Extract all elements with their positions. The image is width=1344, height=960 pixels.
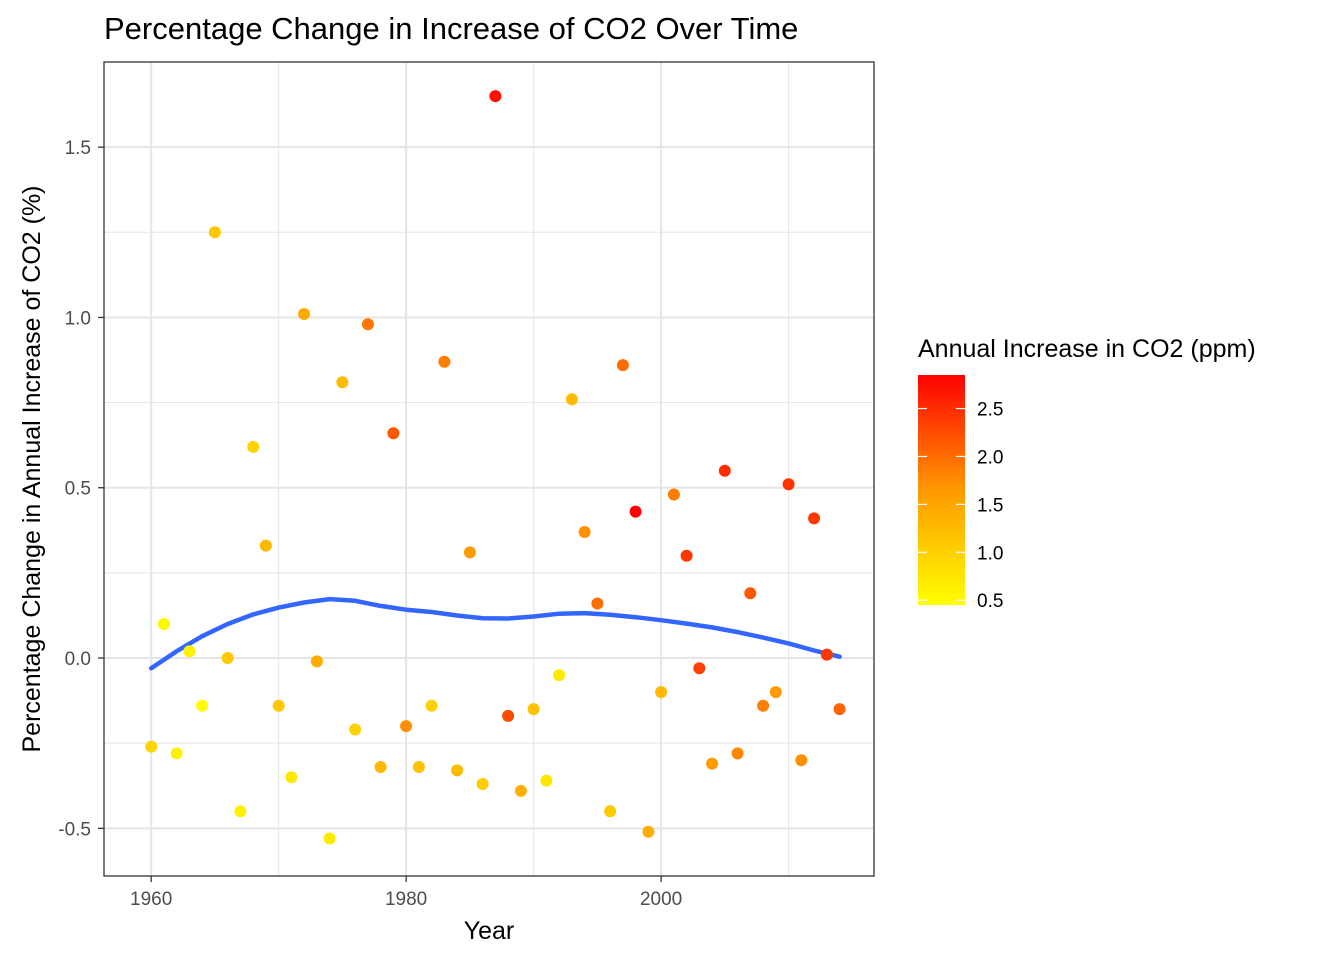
data-point bbox=[808, 512, 821, 525]
data-point bbox=[361, 318, 374, 331]
data-point bbox=[629, 505, 642, 518]
y-tick-label: 1.5 bbox=[65, 138, 91, 159]
data-point bbox=[833, 703, 846, 716]
data-point bbox=[616, 359, 629, 372]
data-point bbox=[655, 686, 668, 699]
data-point bbox=[706, 757, 719, 770]
chart-title: Percentage Change in Increase of CO2 Ove… bbox=[104, 11, 798, 46]
data-point bbox=[451, 764, 464, 777]
data-point bbox=[157, 618, 170, 630]
data-point bbox=[387, 427, 400, 440]
y-tick-label: 1.0 bbox=[65, 308, 91, 329]
data-point bbox=[591, 597, 604, 610]
data-point bbox=[489, 90, 502, 103]
y-axis-title: Percentage Change in Annual Increase of … bbox=[18, 185, 46, 752]
plot-border bbox=[103, 61, 875, 877]
data-point bbox=[731, 747, 744, 760]
x-tick-label: 2000 bbox=[640, 889, 682, 910]
legend-ticks: 0.5 1.0 1.5 2.0 2.5 bbox=[918, 400, 1003, 612]
y-tick-label: 0.0 bbox=[65, 649, 91, 670]
data-point bbox=[540, 774, 553, 787]
data-point bbox=[145, 740, 158, 753]
data-point bbox=[298, 308, 311, 320]
legend-tick-label: 1.5 bbox=[977, 495, 1003, 516]
data-point bbox=[310, 655, 323, 668]
legend-tick-label: 1.0 bbox=[977, 543, 1003, 564]
data-point bbox=[514, 784, 527, 797]
data-point bbox=[259, 539, 272, 552]
data-point bbox=[196, 699, 209, 712]
data-point bbox=[247, 440, 260, 453]
data-point bbox=[336, 376, 349, 389]
data-point bbox=[578, 526, 591, 538]
data-point bbox=[642, 825, 655, 838]
data-point bbox=[769, 686, 782, 699]
data-point bbox=[667, 488, 680, 501]
data-point bbox=[425, 699, 438, 712]
data-point bbox=[234, 805, 247, 818]
trend-layer bbox=[148, 596, 842, 671]
data-point bbox=[349, 723, 362, 736]
y-tick-label: 0.5 bbox=[65, 479, 91, 500]
data-point bbox=[604, 805, 617, 818]
trend-line bbox=[148, 596, 842, 671]
data-point bbox=[412, 761, 425, 773]
data-point bbox=[693, 662, 706, 675]
data-point bbox=[272, 699, 285, 712]
axes: 1960 1980 2000 -0.5 0.0 0.5 1.0 1.5 bbox=[58, 138, 682, 910]
x-axis-title: Year bbox=[464, 917, 515, 945]
plot-background bbox=[104, 62, 874, 876]
data-point bbox=[170, 747, 183, 760]
data-point bbox=[208, 226, 221, 239]
data-point bbox=[438, 355, 451, 368]
data-point bbox=[502, 709, 515, 722]
x-tick-label: 1960 bbox=[130, 889, 172, 910]
data-point bbox=[476, 778, 489, 790]
data-point bbox=[782, 478, 795, 491]
data-point bbox=[795, 754, 808, 767]
data-point bbox=[565, 393, 578, 406]
legend-tick-label: 0.5 bbox=[977, 591, 1003, 612]
legend-tick-label: 2.0 bbox=[977, 447, 1003, 468]
data-point bbox=[323, 832, 336, 845]
data-point bbox=[221, 652, 234, 664]
legend-colorbar bbox=[918, 375, 965, 605]
data-points bbox=[145, 90, 846, 845]
x-tick-label: 1980 bbox=[385, 889, 427, 910]
legend: Annual Increase in CO2 (ppm) 0.5 1.0 1.5 2.… bbox=[918, 335, 1256, 612]
data-point bbox=[400, 720, 413, 733]
data-point bbox=[820, 648, 833, 661]
data-point bbox=[718, 464, 731, 477]
data-point bbox=[757, 699, 770, 712]
legend-title: Annual Increase in CO2 (ppm) bbox=[918, 335, 1256, 363]
data-point bbox=[374, 761, 387, 773]
data-point bbox=[285, 771, 298, 784]
data-point bbox=[744, 587, 757, 600]
data-point bbox=[183, 645, 196, 658]
data-point bbox=[680, 549, 693, 562]
data-point bbox=[553, 669, 566, 682]
data-point bbox=[527, 703, 540, 716]
y-tick-label: -0.5 bbox=[58, 819, 91, 840]
legend-tick-label: 2.5 bbox=[977, 400, 1003, 421]
data-point bbox=[463, 546, 476, 559]
